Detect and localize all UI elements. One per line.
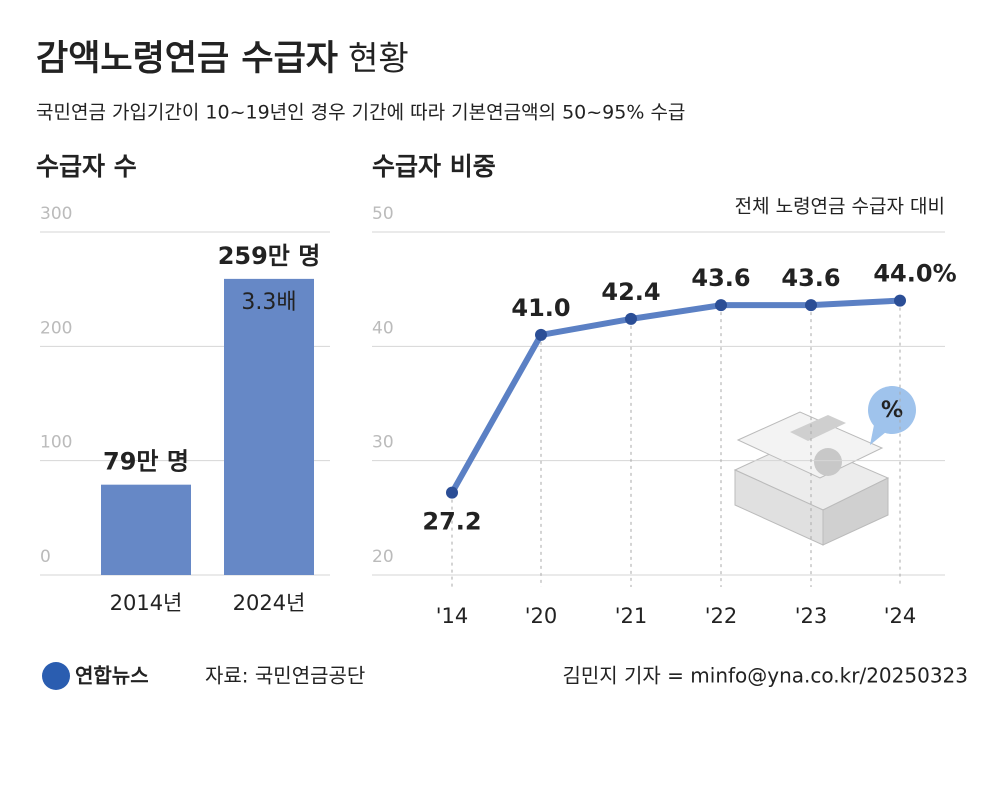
x-tick-label: '14 [436, 604, 469, 628]
line-chart-title: 수급자 비중 [372, 152, 496, 181]
point [805, 299, 817, 312]
x-tick-label: 2014년 [110, 591, 183, 615]
x-tick-label: '23 [795, 604, 828, 628]
source: 자료: 국민연금공단 [205, 664, 365, 688]
bar [101, 484, 191, 575]
x-tick-label: '20 [525, 604, 558, 628]
svg-text:%: % [881, 398, 903, 423]
credit: 김민지 기자 = minfo@yna.co.kr/20250323 [562, 664, 968, 688]
x-tick-label: '22 [705, 604, 738, 628]
value-label: 43.6 [781, 264, 840, 292]
title: 감액노령연금 수급자 [36, 39, 338, 79]
value-label: 44.0% [873, 260, 956, 288]
line [449, 297, 901, 495]
annotation: 3.3배 [241, 290, 296, 315]
point [446, 486, 458, 499]
x-tick-label: '24 [884, 604, 917, 628]
title-suffix: 현황 [348, 39, 409, 78]
value-label: 43.6 [691, 264, 750, 292]
subtitle: 국민연금 가입기간이 10~19년인 경우 기간에 따라 기본연금액의 50~9… [36, 102, 685, 124]
bar-chart-title: 수급자 수 [36, 152, 137, 181]
x-tick-label: '21 [615, 604, 648, 628]
logo: 연합뉴스 [42, 662, 149, 690]
y-tick-label: 30 [372, 433, 394, 453]
bar [224, 278, 314, 575]
y-tick-label: 100 [40, 433, 72, 453]
point [535, 328, 547, 341]
x-tick-label: 2024년 [233, 591, 306, 615]
logo-text: 연합뉴스 [75, 664, 149, 688]
value-label: 259만 명 [218, 242, 321, 270]
y-tick-label: 300 [40, 204, 72, 224]
y-tick-label: 40 [372, 318, 394, 338]
value-label: 42.4 [601, 278, 660, 306]
line-chart-subtitle: 전체 노령연금 수급자 대비 [735, 196, 945, 218]
value-label: 79만 명 [103, 448, 189, 476]
y-tick-label: 200 [40, 318, 72, 338]
point [894, 294, 906, 307]
point [625, 312, 637, 325]
y-tick-label: 20 [372, 547, 394, 567]
point [715, 299, 727, 312]
value-label: 41.0 [511, 294, 570, 322]
y-tick-label: 0 [40, 547, 51, 567]
money-illustration: % [733, 386, 916, 546]
y-tick-label: 50 [372, 204, 394, 224]
value-label: 27.2 [422, 508, 481, 536]
